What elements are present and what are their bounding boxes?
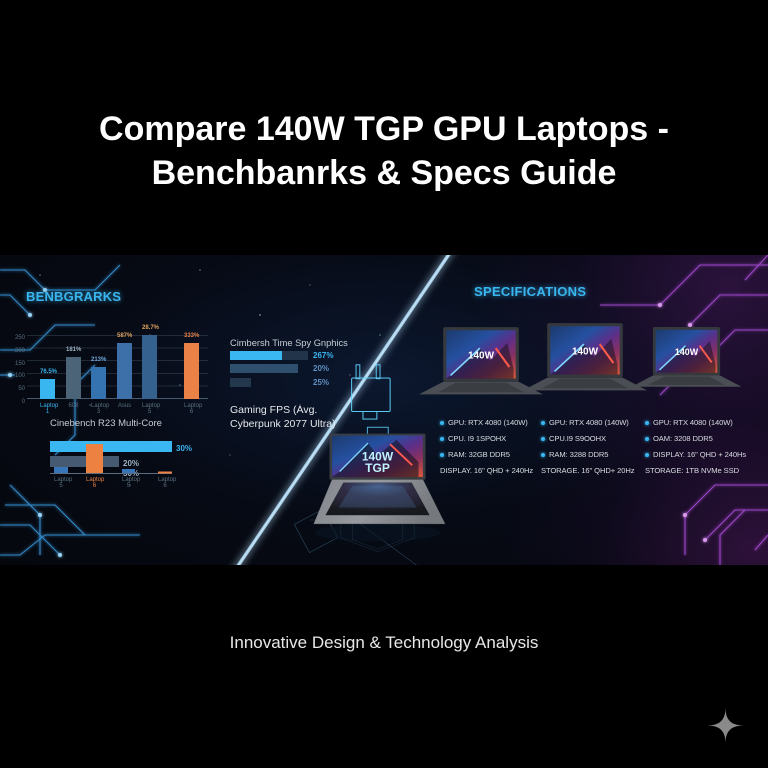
svg-text:140W: 140W xyxy=(468,351,495,362)
svg-text:TGP: TGP xyxy=(365,461,390,475)
svg-text:140W: 140W xyxy=(675,347,699,357)
svg-text:140W: 140W xyxy=(572,347,599,358)
